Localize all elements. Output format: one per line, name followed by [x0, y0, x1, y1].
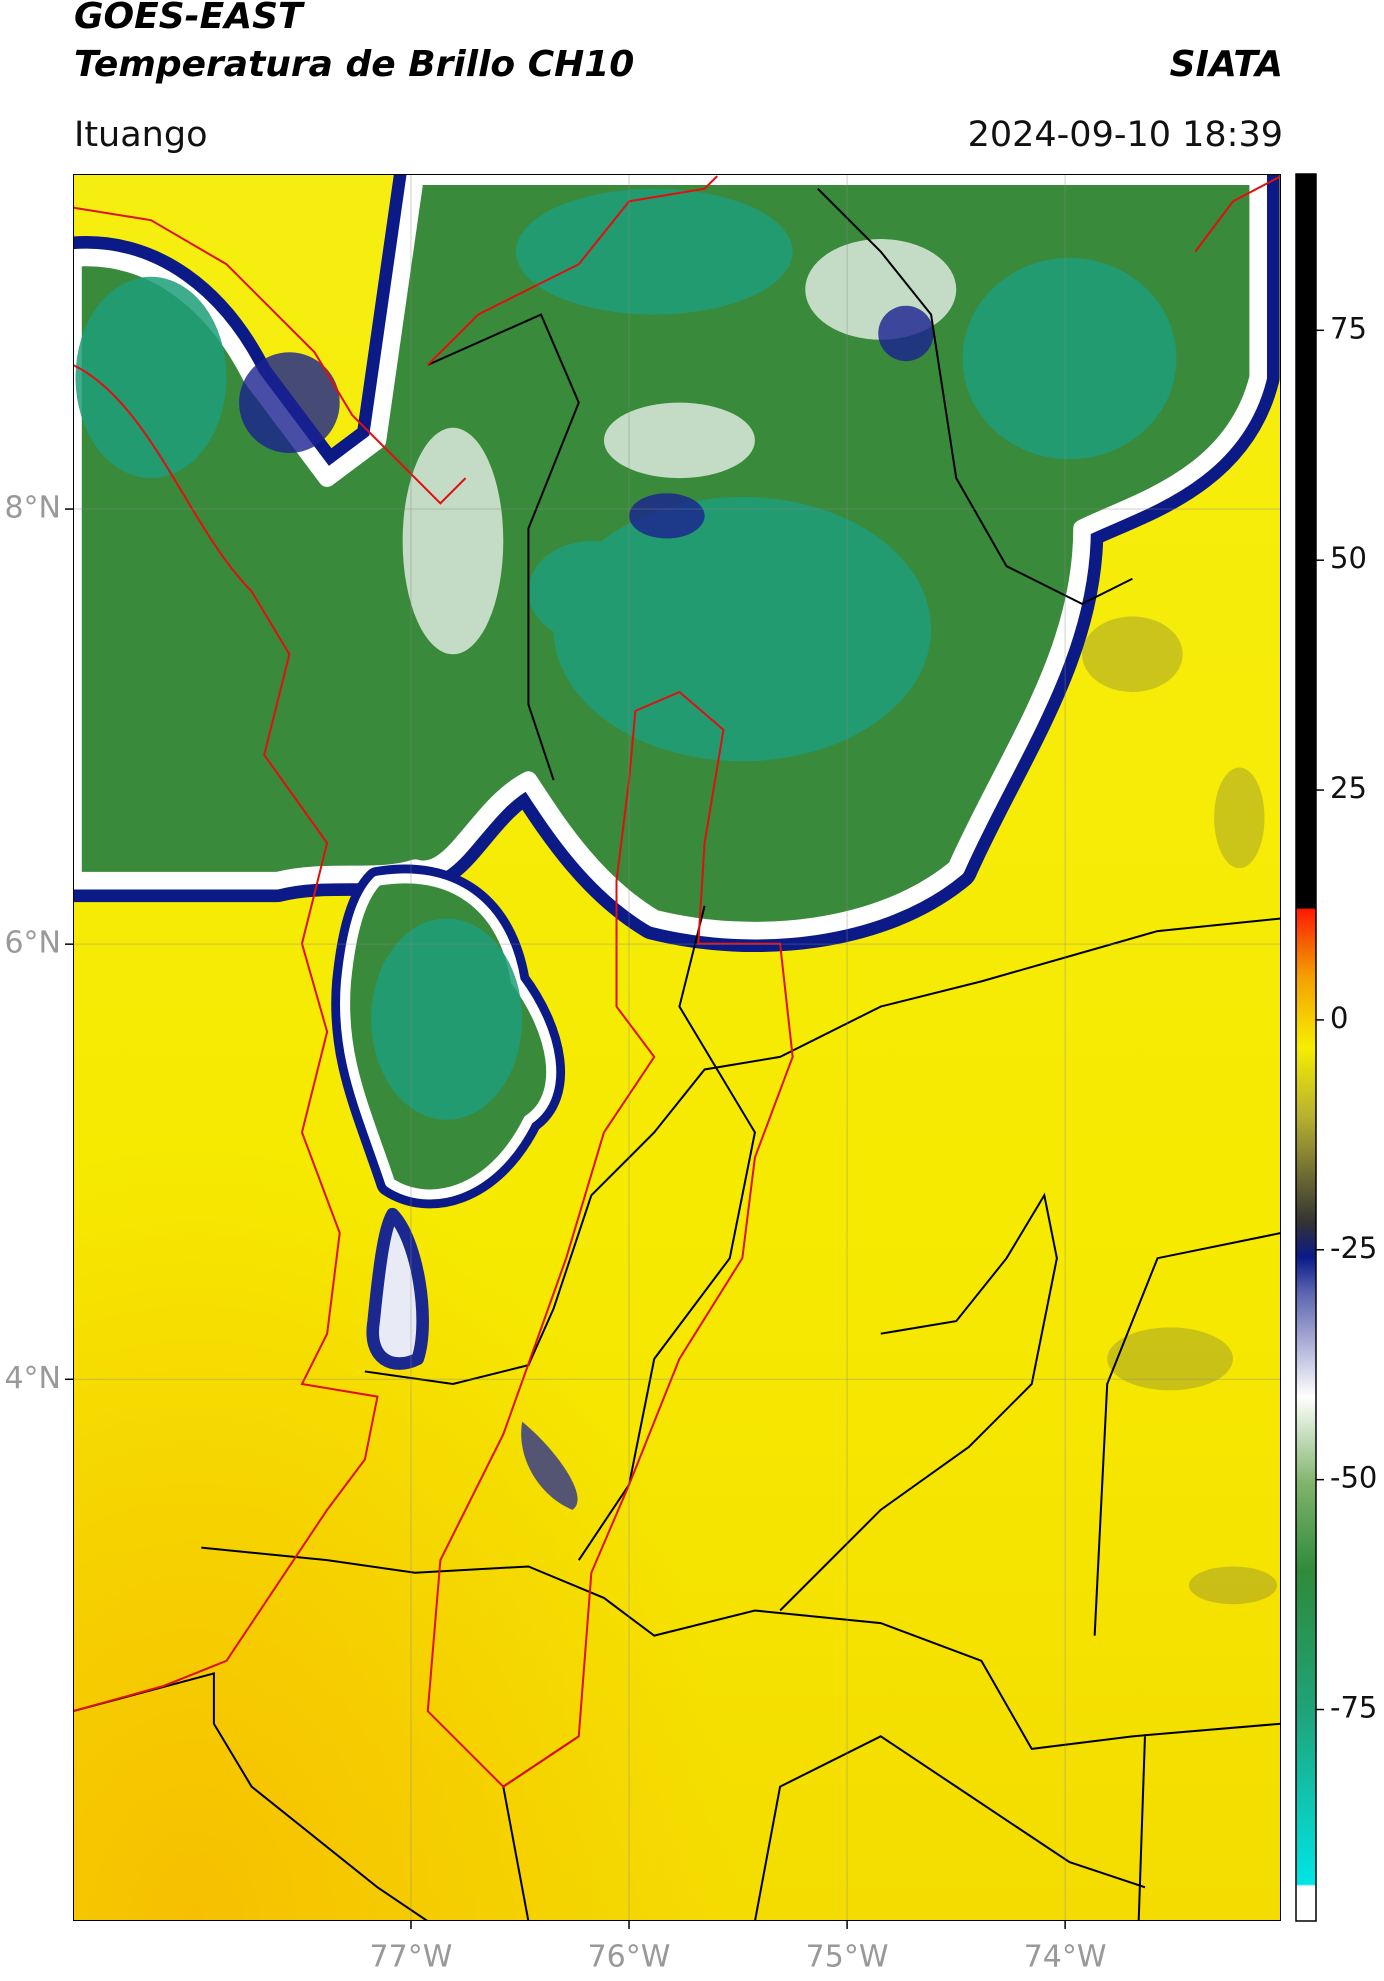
- y-tick-label: 8°N: [4, 491, 61, 526]
- source: SIATA: [1170, 44, 1283, 85]
- x-tick-label: 77°W: [370, 1940, 453, 1975]
- cloud-field: [73, 174, 1281, 1921]
- map: [73, 174, 1281, 1921]
- colorbar-label: -25: [1330, 1231, 1377, 1265]
- x-tick-label: 75°W: [806, 1940, 889, 1975]
- colorbar-label: -75: [1330, 1691, 1377, 1725]
- y-tick-label: 4°N: [4, 1361, 61, 1396]
- colorbar-label: -50: [1330, 1461, 1377, 1495]
- x-tick-label: 76°W: [588, 1940, 671, 1975]
- colorbar: [1295, 173, 1317, 1922]
- location: Ituango: [74, 115, 208, 155]
- colorbar-label: 25: [1330, 771, 1367, 805]
- subtitle: Temperatura de Brillo CH10: [74, 44, 634, 85]
- title: GOES-EAST: [74, 0, 305, 37]
- x-tick-label: 74°W: [1024, 1940, 1107, 1975]
- datetime: 2024-09-10 18:39: [968, 115, 1283, 155]
- colorbar-label: 0: [1330, 1001, 1348, 1035]
- colorbar-label: 50: [1330, 541, 1367, 575]
- graticule: [73, 174, 1281, 1921]
- colorbar-label: 75: [1330, 311, 1367, 345]
- y-tick-label: 6°N: [4, 926, 61, 961]
